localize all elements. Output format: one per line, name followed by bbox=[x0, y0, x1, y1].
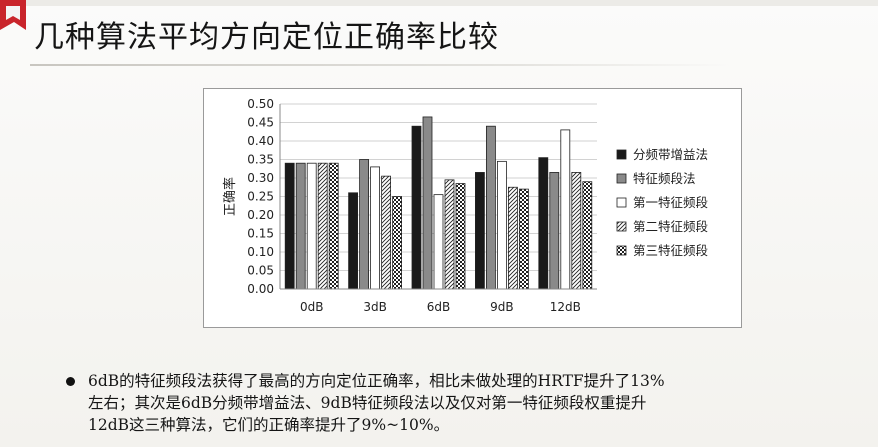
bar bbox=[549, 172, 560, 290]
bar bbox=[411, 125, 422, 290]
y-tick-label: 0.30 bbox=[247, 171, 274, 185]
bar bbox=[485, 125, 496, 290]
bar bbox=[507, 186, 518, 290]
bar bbox=[306, 162, 317, 290]
caption-line: 12dB这三种算法，它们的正确率提升了9%~10%。 bbox=[88, 416, 450, 434]
chart-container: 0.00 0.05 0.10 0.15 0.20 0.25 0.30 0.35 0.40 0.45… bbox=[203, 88, 742, 328]
legend-swatch bbox=[616, 149, 627, 160]
bar-chart: 0.00 0.05 0.10 0.15 0.20 0.25 0.30 0.35 0.40 0.45… bbox=[222, 97, 708, 314]
y-tick-label: 0.20 bbox=[247, 208, 274, 222]
bar bbox=[433, 194, 444, 290]
bar bbox=[582, 181, 593, 290]
bullet-icon bbox=[66, 377, 75, 386]
x-tick-label: 12dB bbox=[550, 300, 581, 314]
bar bbox=[444, 179, 455, 290]
x-tick-label: 9dB bbox=[490, 300, 513, 314]
bar bbox=[328, 162, 339, 290]
legend-label: 第三特征频段 bbox=[633, 243, 708, 258]
x-tick-label: 0dB bbox=[300, 300, 323, 314]
y-tick-label: 0.25 bbox=[247, 190, 274, 204]
y-tick-label: 0.15 bbox=[247, 227, 274, 241]
bar bbox=[392, 196, 403, 290]
slide-title: 几种算法平均方向定位正确率比较 bbox=[34, 20, 499, 55]
bar bbox=[571, 172, 582, 290]
bar bbox=[284, 162, 295, 290]
legend-label: 分频带增益法 bbox=[633, 147, 708, 162]
y-tick-label: 0.35 bbox=[247, 153, 274, 167]
bar bbox=[317, 162, 328, 290]
legend-label: 特征频段法 bbox=[633, 171, 696, 186]
caption-paragraph: 6dB的特征频段法获得了最高的方向定位正确率，相比未做处理的HRTF提升了13%… bbox=[88, 370, 868, 436]
legend-swatch bbox=[616, 245, 627, 256]
bar bbox=[474, 172, 485, 290]
legend-swatch bbox=[616, 221, 627, 232]
y-tick-label: 0.50 bbox=[247, 97, 274, 111]
legend-label: 第二特征频段 bbox=[633, 219, 708, 234]
bar bbox=[455, 183, 466, 290]
bar bbox=[496, 160, 507, 290]
caption-line: 6dB的特征频段法获得了最高的方向定位正确率，相比未做处理的HRTF提升了13% bbox=[88, 372, 665, 390]
legend-swatch bbox=[616, 197, 627, 208]
y-tick-label: 0.45 bbox=[247, 116, 274, 130]
x-tick-label: 3dB bbox=[363, 300, 386, 314]
caption-line: 左右；其次是6dB分频带增益法、9dB特征频段法以及仅对第一特征频段权重提升 bbox=[88, 394, 647, 412]
corner-logo-icon bbox=[0, 0, 26, 30]
bar bbox=[370, 166, 381, 290]
y-axis-label: 正确率 bbox=[222, 177, 238, 216]
legend-swatch bbox=[616, 173, 627, 184]
y-tick-label: 0.10 bbox=[247, 245, 274, 259]
bar bbox=[348, 192, 359, 290]
top-band bbox=[0, 0, 878, 6]
bar bbox=[381, 175, 392, 290]
bar bbox=[422, 116, 433, 290]
x-tick-label: 6dB bbox=[427, 300, 450, 314]
bar bbox=[518, 188, 529, 290]
y-tick-label: 0.05 bbox=[247, 264, 274, 278]
legend-label: 第一特征频段 bbox=[633, 195, 708, 210]
bar bbox=[560, 129, 571, 290]
bar bbox=[359, 159, 370, 290]
title-divider bbox=[30, 64, 730, 66]
y-tick-label: 0.40 bbox=[247, 134, 274, 148]
y-tick-label: 0.00 bbox=[247, 282, 274, 296]
bar bbox=[295, 162, 306, 290]
bar bbox=[538, 157, 549, 290]
